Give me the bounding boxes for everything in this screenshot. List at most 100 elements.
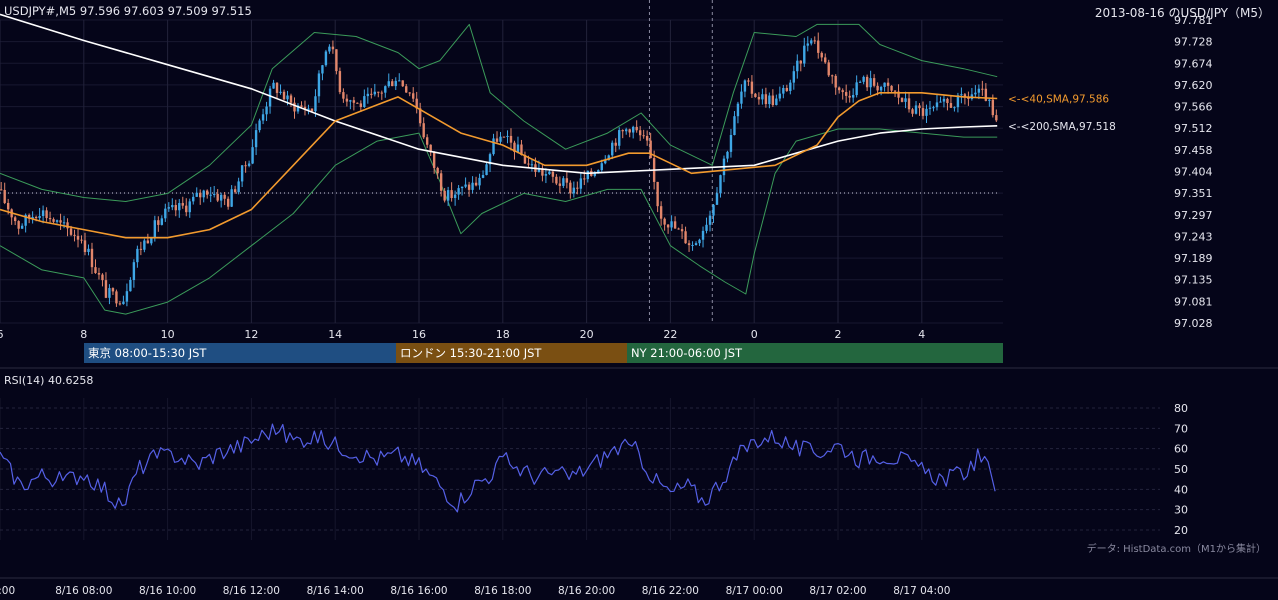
candle-body <box>831 75 834 77</box>
candle-body <box>956 95 960 108</box>
candle-body <box>876 85 879 91</box>
candle-body <box>45 210 48 219</box>
candle-body <box>366 93 370 97</box>
candle-body <box>436 167 439 174</box>
session-tokyo: 東京 08:00-15:30 JST <box>84 343 396 363</box>
candle-body <box>6 202 10 210</box>
price-tick-label: 97.351 <box>1174 187 1213 200</box>
candle-body <box>614 142 617 146</box>
candle-body <box>408 92 411 94</box>
candle-body <box>153 220 157 239</box>
candle-body <box>607 155 610 161</box>
candle-body <box>349 100 352 102</box>
candle-body <box>310 108 314 112</box>
symbol-price-line: USDJPY#,M5 97.596 97.603 97.509 97.515 <box>4 4 252 18</box>
candle-body <box>715 193 719 205</box>
candle-body <box>506 135 509 137</box>
date-tick-label: 8/16 18:00 <box>474 585 531 597</box>
candle-body <box>865 76 869 88</box>
candle-body <box>66 222 69 229</box>
candle-body <box>391 81 394 87</box>
candle-body <box>796 60 799 72</box>
price-tick-label: 97.243 <box>1174 230 1213 243</box>
candle-body <box>698 239 701 244</box>
hour-tick-label: 0 <box>751 328 758 341</box>
candle-body <box>324 51 328 66</box>
hour-tick-label: 6 <box>0 328 4 341</box>
candle-body <box>481 175 485 178</box>
candle-body <box>642 135 645 137</box>
rsi-tick-label: 70 <box>1174 422 1188 435</box>
candle-body <box>111 288 115 292</box>
candle-body <box>638 130 642 136</box>
date-tick-label: 8/16 16:00 <box>390 585 447 597</box>
candle-body <box>352 100 356 103</box>
candle-body <box>272 82 275 89</box>
candle-body <box>279 91 282 93</box>
candle-body <box>167 207 170 209</box>
candle-body <box>824 57 827 63</box>
candle-body <box>157 220 160 225</box>
candle-body <box>478 177 481 186</box>
candle-body <box>199 192 202 198</box>
candle-body <box>862 76 865 82</box>
candle-body <box>817 40 820 53</box>
candle-body <box>356 102 359 104</box>
bollinger-lower-line <box>0 128 998 315</box>
candle-body <box>422 123 425 138</box>
candle-body <box>94 267 97 274</box>
candle-body <box>834 75 837 88</box>
rsi-tick-label: 40 <box>1174 483 1188 496</box>
rsi-label: RSI(14) 40.6258 <box>4 374 94 387</box>
candle-body <box>412 93 415 99</box>
candle-body <box>178 203 181 211</box>
candle-body <box>171 204 174 208</box>
date-tick-label: 8/16 22:00 <box>642 585 699 597</box>
candle-body <box>680 229 684 232</box>
candle-body <box>708 215 712 225</box>
candle-body <box>551 171 555 177</box>
candle-body <box>743 80 747 92</box>
rsi-tick-label: 30 <box>1174 504 1188 517</box>
candle-body <box>621 130 624 132</box>
candle-body <box>530 164 534 166</box>
candle-body <box>432 152 436 168</box>
candle-body <box>932 107 935 109</box>
candle-body <box>265 106 268 115</box>
candle-body <box>631 126 635 133</box>
candle-body <box>810 40 813 44</box>
candle-body <box>600 163 603 171</box>
candle-body <box>27 214 31 219</box>
candle-body <box>768 95 771 105</box>
candle-body <box>789 82 792 91</box>
candle-body <box>293 102 296 112</box>
candle-body <box>729 134 733 152</box>
candle-body <box>317 73 321 97</box>
price-tick-label: 97.620 <box>1174 79 1213 92</box>
candle-body <box>586 170 589 180</box>
candle-body <box>736 103 740 117</box>
candle-body <box>115 291 118 304</box>
session-newyork: NY 21:00-06:00 JST <box>627 343 1003 363</box>
candle-body <box>492 138 495 155</box>
candle-body <box>282 91 286 100</box>
date-tick-label: 8/16 08:00 <box>55 585 112 597</box>
candle-body <box>380 92 383 94</box>
candle-body <box>576 187 579 189</box>
candle-body <box>673 221 677 229</box>
candle-body <box>537 168 541 172</box>
hour-tick-label: 14 <box>328 328 342 341</box>
candle-body <box>464 184 467 187</box>
candle-body <box>886 82 890 86</box>
candle-body <box>377 91 380 93</box>
candle-body <box>967 96 970 99</box>
candle-body <box>237 181 240 193</box>
candle-body <box>785 87 789 91</box>
candle-body <box>991 99 995 116</box>
candle-body <box>425 137 429 145</box>
candle-body <box>844 92 848 96</box>
candle-body <box>893 90 897 92</box>
date-tick-label: 8/16 20:00 <box>558 585 615 597</box>
candle-body <box>541 168 544 176</box>
candle-body <box>921 108 925 116</box>
